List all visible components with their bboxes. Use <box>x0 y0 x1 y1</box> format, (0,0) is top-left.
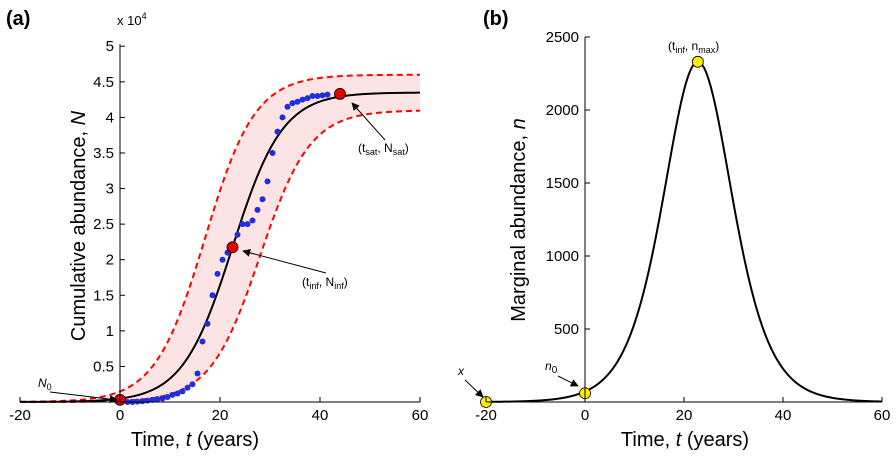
observed-point <box>174 390 181 397</box>
x-tick-label: 60 <box>412 407 429 424</box>
x-tick-label: 40 <box>312 407 329 424</box>
band-fill <box>20 74 420 402</box>
observed-point <box>279 114 286 121</box>
panel-a-y-label: Cumulative abundance, N <box>68 110 90 341</box>
marginal-curve <box>485 60 883 403</box>
observed-point <box>179 388 186 395</box>
panel-a-inflection-arrow <box>242 248 327 274</box>
key-point-peak <box>691 55 704 68</box>
x-tick-label: -20 <box>475 407 497 424</box>
panel-b-x-label-text: x <box>457 364 465 378</box>
observed-point <box>159 395 166 402</box>
observed-point <box>314 93 321 100</box>
y-tick-label: 2.5 <box>93 216 114 233</box>
y-tick-label: 2500 <box>546 29 579 46</box>
y-tick-label: 5 <box>106 38 114 55</box>
panel-b: (b) -20 0 20 40 60 500 1000 1500 2000 2500 Time, … <box>457 8 890 451</box>
panel-b-label: (b) <box>483 8 509 30</box>
observed-point <box>269 149 276 156</box>
observed-point <box>164 394 171 401</box>
panel-b-y-label: Marginal abundance, n <box>508 118 530 321</box>
observed-point <box>249 217 256 224</box>
observed-point <box>299 96 306 103</box>
y-tick-label: 1 <box>106 323 114 340</box>
panel-b-n0-arrow <box>557 375 579 387</box>
key-point-inflection <box>226 241 239 254</box>
panel-a-multiplier: x 104 <box>117 11 147 28</box>
observed-point <box>304 95 311 102</box>
observed-point <box>219 256 226 263</box>
panel-b-axes: -20 0 20 40 60 500 1000 1500 2000 2500 <box>475 29 890 424</box>
observed-point <box>319 92 326 99</box>
x-tick-label: 0 <box>116 407 124 424</box>
x-tick-label: -20 <box>9 407 31 424</box>
x-tick-label: 60 <box>874 407 891 424</box>
panel-b-n0-label: n0 <box>545 359 558 376</box>
observed-point <box>309 93 316 100</box>
panel-a-confidence-band <box>19 73 421 403</box>
observed-point <box>139 398 146 405</box>
observed-point <box>259 196 266 203</box>
x-tick-label: 0 <box>581 407 589 424</box>
panel-a-inflection-label: (tinf, Ninf) <box>302 275 348 291</box>
observed-point <box>214 270 221 277</box>
observed-point <box>294 98 301 105</box>
observed-point <box>274 128 281 135</box>
observed-point <box>289 100 296 107</box>
observed-point <box>169 391 176 398</box>
panel-a-x-label: Time, t (years) <box>131 429 259 451</box>
y-tick-label: 3.5 <box>93 145 114 162</box>
observed-point <box>264 178 271 185</box>
y-tick-label: 4 <box>106 109 114 126</box>
panel-a-saturation-label: (tsat, Nsat) <box>358 141 409 157</box>
observed-point <box>194 370 201 377</box>
observed-point <box>254 206 261 213</box>
y-tick-label: 500 <box>554 321 579 338</box>
observed-point <box>234 231 241 238</box>
observed-point <box>154 396 161 403</box>
x-tick-label: 40 <box>775 407 792 424</box>
observed-point <box>284 103 291 110</box>
observed-point <box>184 384 191 391</box>
x-tick-label: 20 <box>676 407 693 424</box>
panel-a-axes: -20 0 20 40 60 0.5 1 1.5 2 2.5 3 3.5 4 4.5 5 <box>9 38 428 424</box>
x-tick-label: 20 <box>212 407 229 424</box>
fitted-curve <box>19 91 421 403</box>
y-tick-label: 0.5 <box>93 358 114 375</box>
observed-point <box>149 396 156 403</box>
panel-b-x-arrow <box>464 379 484 398</box>
y-tick-label: 2000 <box>546 102 579 119</box>
y-tick-label: 2 <box>106 252 114 269</box>
observed-point <box>189 381 196 388</box>
y-tick-label: 3 <box>106 181 114 198</box>
y-tick-label: 1000 <box>546 248 579 265</box>
y-tick-label: 4.5 <box>93 74 114 91</box>
key-point-saturation <box>334 88 346 100</box>
observed-point <box>199 338 206 345</box>
y-tick-label: 1500 <box>546 175 579 192</box>
y-tick-label: 1.5 <box>93 287 114 304</box>
observed-point <box>244 221 251 228</box>
panel-a: (a) -20 0 20 40 60 0.5 1 1.5 2 2.5 3 3.5 4 4.5 5 x 104… <box>6 8 428 451</box>
panel-a-label: (a) <box>6 8 30 30</box>
panel-a-saturation-arrow <box>351 102 386 141</box>
band-upper-line <box>19 73 421 403</box>
panel-a-n0-arrow <box>49 391 118 404</box>
observed-point <box>239 221 246 228</box>
observed-point <box>204 320 211 327</box>
observed-point <box>324 91 331 98</box>
panel-b-x-label: Time, t (years) <box>621 429 749 451</box>
observed-point <box>209 292 216 299</box>
panel-a-n0-label: N0 <box>38 376 52 392</box>
panel-b-marks <box>480 55 883 408</box>
panel-b-peak-label: (tinf, nmax) <box>668 39 719 55</box>
